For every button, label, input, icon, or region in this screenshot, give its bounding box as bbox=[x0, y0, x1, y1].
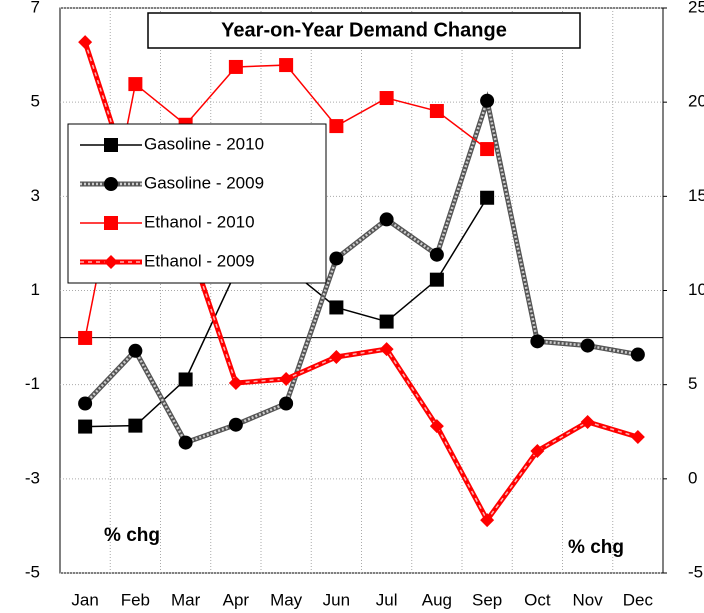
series-line bbox=[84, 95, 639, 445]
marker bbox=[480, 190, 495, 205]
marker bbox=[78, 396, 93, 411]
series-line bbox=[84, 41, 639, 522]
series-lines bbox=[78, 35, 645, 528]
marker bbox=[630, 430, 645, 445]
marker bbox=[279, 396, 294, 411]
legend-label: Gasoline - 2009 bbox=[144, 173, 264, 192]
marker bbox=[429, 247, 444, 262]
marker bbox=[78, 419, 93, 434]
y-tick-label: 5 bbox=[31, 92, 40, 111]
legend-label: Ethanol - 2009 bbox=[144, 251, 255, 270]
y2-tick-label: 10 bbox=[688, 280, 704, 299]
marker bbox=[228, 59, 243, 74]
marker bbox=[580, 338, 595, 353]
x-tick-label: Jan bbox=[71, 590, 98, 609]
y-tick-label: -1 bbox=[25, 374, 40, 393]
marker bbox=[429, 104, 444, 119]
marker bbox=[329, 119, 344, 134]
y-tick-label: -3 bbox=[25, 468, 40, 487]
y2-tick-label: 5 bbox=[688, 374, 697, 393]
x-tick-label: May bbox=[270, 590, 303, 609]
y2-tick-label: 20 bbox=[688, 92, 704, 111]
marker bbox=[480, 142, 495, 157]
marker bbox=[104, 138, 118, 152]
legend: Gasoline - 2010 Gasoline - 2009 Ethanol - … bbox=[67, 123, 327, 284]
marker bbox=[379, 342, 394, 357]
x-tick-label: Nov bbox=[573, 590, 604, 609]
marker bbox=[78, 330, 93, 345]
marker bbox=[228, 375, 243, 390]
marker bbox=[379, 212, 394, 227]
x-tick-label: Apr bbox=[223, 590, 250, 609]
title-box bbox=[147, 12, 581, 49]
marker bbox=[178, 372, 193, 387]
grid bbox=[60, 7, 663, 574]
marker bbox=[530, 443, 545, 458]
y2-tick-label: 15 bbox=[688, 186, 704, 205]
marker bbox=[279, 372, 294, 387]
marker bbox=[128, 77, 143, 92]
marker bbox=[480, 93, 495, 108]
marker bbox=[379, 91, 394, 106]
marker bbox=[429, 419, 444, 434]
marker bbox=[630, 347, 645, 362]
y-axis-label: % chg bbox=[104, 525, 160, 546]
y2-tick-label: 0 bbox=[688, 468, 697, 487]
marker bbox=[128, 343, 143, 358]
marker bbox=[104, 216, 118, 230]
y-tick-label: -5 bbox=[25, 562, 40, 581]
x-tick-label: Sep bbox=[472, 590, 502, 609]
legend-label: Gasoline - 2010 bbox=[144, 134, 264, 153]
marker bbox=[480, 513, 495, 528]
marker bbox=[228, 417, 243, 432]
marker bbox=[104, 177, 118, 191]
x-tick-label: Feb bbox=[121, 590, 150, 609]
y2-tick-label: 25 bbox=[688, 0, 704, 16]
marker bbox=[429, 272, 444, 287]
marker bbox=[178, 435, 193, 450]
y-tick-label: 3 bbox=[31, 186, 40, 205]
marker bbox=[379, 314, 394, 329]
marker bbox=[329, 300, 344, 315]
marker bbox=[128, 418, 143, 433]
x-tick-label: Jun bbox=[323, 590, 350, 609]
x-tick-label: Mar bbox=[171, 590, 201, 609]
x-tick-label: Oct bbox=[524, 590, 551, 609]
marker bbox=[279, 58, 294, 73]
marker bbox=[78, 35, 93, 50]
marker bbox=[530, 334, 545, 349]
marker bbox=[104, 255, 118, 269]
x-tick-label: Aug bbox=[422, 590, 452, 609]
x-tick-label: Dec bbox=[623, 590, 654, 609]
marker bbox=[329, 251, 344, 266]
x-tick-label: Jul bbox=[376, 590, 398, 609]
chart-title: Year-on-Year Demand Change bbox=[221, 19, 507, 41]
marker bbox=[580, 414, 595, 429]
legend-label: Ethanol - 2010 bbox=[144, 212, 255, 231]
y2-axis-label: % chg bbox=[568, 537, 624, 558]
y-tick-label: 1 bbox=[31, 280, 40, 299]
y2-tick-label: -5 bbox=[688, 562, 703, 581]
y-tick-label: 7 bbox=[31, 0, 40, 16]
marker bbox=[329, 349, 344, 364]
